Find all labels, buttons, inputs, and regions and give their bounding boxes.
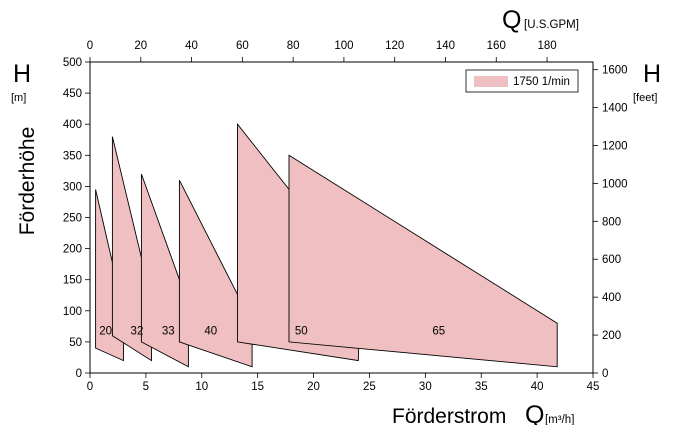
top-axis: 0 20 40 60 80 100 120 140 160 180	[87, 40, 557, 62]
xlabel-top-unit: [U.S.GPM]	[524, 19, 579, 31]
top-tick-label: 20	[134, 40, 147, 52]
pump-area-labels: 20 32 33 40 50 65	[99, 326, 445, 338]
right-axis: 0 200 400 600 800 1000 1200 1400 1600	[593, 65, 628, 380]
right-tick-label: 800	[602, 216, 621, 228]
top-tick-label: 140	[436, 40, 455, 52]
bottom-tick-label: 5	[143, 381, 149, 393]
top-tick-label: 60	[236, 40, 249, 52]
pump-area-label-50: 50	[295, 326, 308, 338]
ylabel-left-symbol: H	[13, 60, 31, 88]
legend-label: 1750 1/min	[513, 76, 570, 88]
left-tick-label: 250	[63, 213, 82, 225]
pump-area-65	[288, 154, 558, 368]
left-axis: 0 50 100 150 200 250 300 350 400 450 500	[63, 57, 90, 380]
bottom-tick-label: 45	[587, 381, 600, 393]
xlabel-bottom-symbol: Q	[525, 401, 544, 425]
left-tick-label: 200	[63, 244, 82, 256]
right-tick-label: 600	[602, 254, 621, 266]
pump-area-33	[140, 173, 189, 368]
pump-area-label-32: 32	[131, 326, 144, 338]
top-tick-label: 100	[334, 40, 353, 52]
left-tick-label: 0	[76, 368, 82, 380]
right-tick-label: 1600	[602, 65, 628, 77]
right-tick-label: 400	[602, 292, 621, 304]
left-tick-label: 400	[63, 119, 82, 131]
top-tick-label: 0	[87, 40, 93, 52]
right-tick-label: 200	[602, 330, 621, 342]
bottom-tick-label: 25	[363, 381, 376, 393]
bottom-tick-label: 40	[531, 381, 544, 393]
xlabel-bottom-main: Förderstrom	[392, 405, 506, 425]
bottom-tick-label: 20	[307, 381, 320, 393]
left-tick-label: 150	[63, 275, 82, 287]
pump-area-label-65: 65	[432, 326, 445, 338]
left-tick-label: 50	[69, 337, 82, 349]
pump-areas	[95, 122, 558, 368]
ylabel-right-unit: [feet]	[633, 92, 657, 104]
left-tick-label: 100	[63, 306, 82, 318]
xlabel-bottom-unit: [m³/h]	[545, 414, 574, 425]
pump-area-40	[178, 179, 253, 368]
bottom-tick-label: 15	[251, 381, 264, 393]
top-tick-label: 80	[287, 40, 300, 52]
right-tick-label: 1200	[602, 140, 628, 152]
bottom-tick-label: 0	[87, 381, 93, 393]
pump-area-label-20: 20	[99, 326, 112, 338]
top-tick-label: 160	[487, 40, 506, 52]
bottom-axis: 0 5 10 15 20 25 30 35 40 45	[87, 373, 600, 393]
xlabel-top-symbol: Q	[502, 6, 521, 34]
pump-area-label-40: 40	[204, 326, 217, 338]
bottom-tick-label: 30	[419, 381, 432, 393]
pump-area-label-33: 33	[162, 326, 175, 338]
ylabel-left-main: Förderhöhe	[16, 127, 39, 236]
top-tick-label: 180	[537, 40, 556, 52]
legend: 1750 1/min	[465, 69, 579, 93]
right-tick-label: 1000	[602, 178, 628, 190]
legend-swatch	[474, 76, 508, 87]
left-tick-label: 450	[63, 88, 82, 100]
top-tick-label: 40	[185, 40, 198, 52]
bottom-tick-label: 35	[475, 381, 488, 393]
right-tick-label: 1400	[602, 103, 628, 115]
top-tick-label: 120	[385, 40, 404, 52]
left-tick-label: 300	[63, 181, 82, 193]
bottom-tick-label: 10	[195, 381, 208, 393]
ylabel-left-unit: [m]	[11, 92, 26, 104]
left-tick-label: 500	[63, 57, 82, 69]
right-tick-label: 0	[602, 368, 608, 380]
ylabel-right-symbol: H	[643, 60, 661, 88]
left-tick-label: 350	[63, 150, 82, 162]
